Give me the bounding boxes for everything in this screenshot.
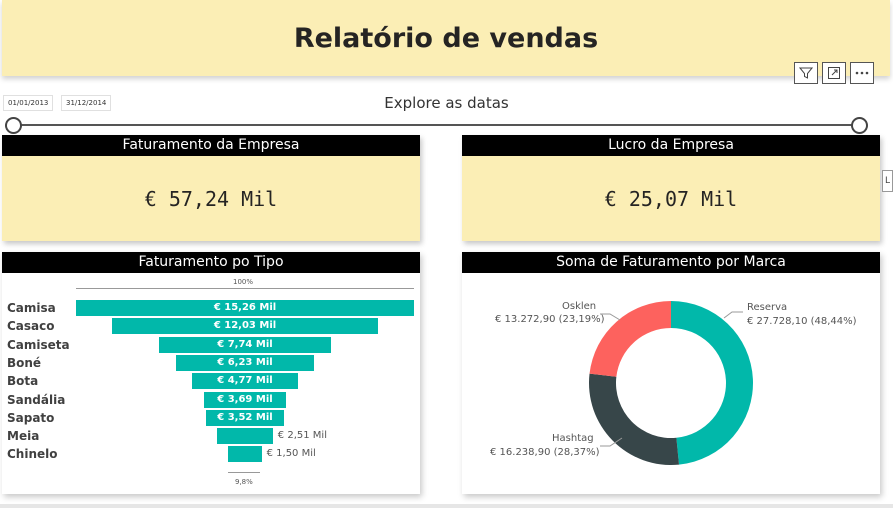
focus-mode-icon[interactable] <box>822 62 846 84</box>
funnel-category-label: Camisa <box>7 301 56 315</box>
funnel-top-percent: 100% <box>233 278 254 286</box>
funnel-bar[interactable]: € 12,03 Mil <box>111 318 379 335</box>
card-faturamento-value: € 57,24 Mil <box>144 186 278 211</box>
funnel-bar[interactable] <box>217 428 273 445</box>
donut-chart-title: Soma de Faturamento por Marca <box>462 252 880 273</box>
visual-header-toolbar <box>794 62 874 84</box>
report-title-banner: Relatório de vendas <box>2 0 890 76</box>
funnel-bar[interactable]: € 7,74 Mil <box>159 336 331 353</box>
card-lucro-title: Lucro da Empresa <box>462 135 880 156</box>
donut-slice-osklen[interactable] <box>589 301 671 377</box>
funnel-category-label: Chinelo <box>7 447 58 462</box>
funnel-category-label: Casaco <box>7 319 55 334</box>
funnel-bar[interactable]: € 4,77 Mil <box>192 373 298 390</box>
funnel-category-label: Bota <box>7 374 39 389</box>
funnel-chart-panel[interactable]: Faturamento po Tipo 100% 9,8% Camisa € 15… <box>2 252 420 494</box>
funnel-bar[interactable]: € 3,52 Mil <box>206 409 284 426</box>
report-title: Relatório de vendas <box>293 22 599 54</box>
donut-label-osklen-value: € 13.272,90 (23,19%) <box>495 314 605 325</box>
donut-leader-hashtag <box>600 437 623 447</box>
donut-label-hashtag-value: € 16.238,90 (28,37%) <box>490 447 600 458</box>
donut-leader-osklen <box>600 313 621 321</box>
donut-slice-reserva[interactable] <box>671 301 753 465</box>
date-slider-start-handle[interactable] <box>5 117 22 134</box>
donut-label-reserva-name: Reserva <box>747 302 788 313</box>
date-slider-end-handle[interactable] <box>851 117 868 134</box>
card-faturamento[interactable]: Faturamento da Empresa € 57,24 Mil <box>2 135 420 241</box>
donut-label-hashtag-name: Hashtag <box>552 433 594 444</box>
funnel-bar[interactable] <box>228 446 262 463</box>
funnel-bar[interactable]: € 3,69 Mil <box>204 391 286 408</box>
more-options-icon[interactable] <box>850 62 874 84</box>
funnel-bottom-percent: 9,8% <box>235 478 253 486</box>
funnel-value-label: € 2,51 Mil <box>277 430 327 442</box>
card-lucro-value: € 25,07 Mil <box>604 186 738 211</box>
donut-leader-reserva <box>723 311 743 319</box>
slicer-start-date[interactable]: 01/01/2013 <box>3 95 54 111</box>
funnel-bottom-bracket <box>228 472 260 473</box>
funnel-category-label: Camiseta <box>7 337 70 352</box>
slicer-title: Explore as datas <box>384 94 509 112</box>
funnel-category-label: Sapato <box>7 410 55 425</box>
funnel-top-bracket <box>76 288 414 289</box>
donut-chart-svg <box>589 301 753 465</box>
funnel-category-label: Meia <box>7 429 40 444</box>
funnel-chart-title: Faturamento po Tipo <box>2 252 420 273</box>
card-faturamento-title: Faturamento da Empresa <box>2 135 420 156</box>
date-slider-track[interactable] <box>14 124 860 126</box>
funnel-bar[interactable]: € 6,23 Mil <box>176 354 314 371</box>
funnel-bar[interactable]: € 15,26 Mil <box>76 300 414 316</box>
funnel-value-label: € 1,50 Mil <box>266 448 316 460</box>
donut-label-reserva-value: € 27.728,10 (48,44%) <box>747 316 857 327</box>
page-scrollbar[interactable] <box>0 504 893 508</box>
funnel-category-label: Boné <box>7 355 42 370</box>
donut-slice-hashtag[interactable] <box>589 373 680 465</box>
donut-label-osklen-name: Osklen <box>562 301 597 312</box>
card-lucro[interactable]: Lucro da Empresa € 25,07 Mil <box>462 135 880 241</box>
donut-chart-panel[interactable]: Soma de Faturamento por Marca Reserva € … <box>462 252 880 494</box>
slicer-end-date[interactable]: 31/12/2014 <box>61 95 112 111</box>
edge-tooltip-tab[interactable]: L <box>882 170 893 192</box>
funnel-filter-icon[interactable] <box>794 62 818 84</box>
funnel-category-label: Sandália <box>7 392 66 407</box>
